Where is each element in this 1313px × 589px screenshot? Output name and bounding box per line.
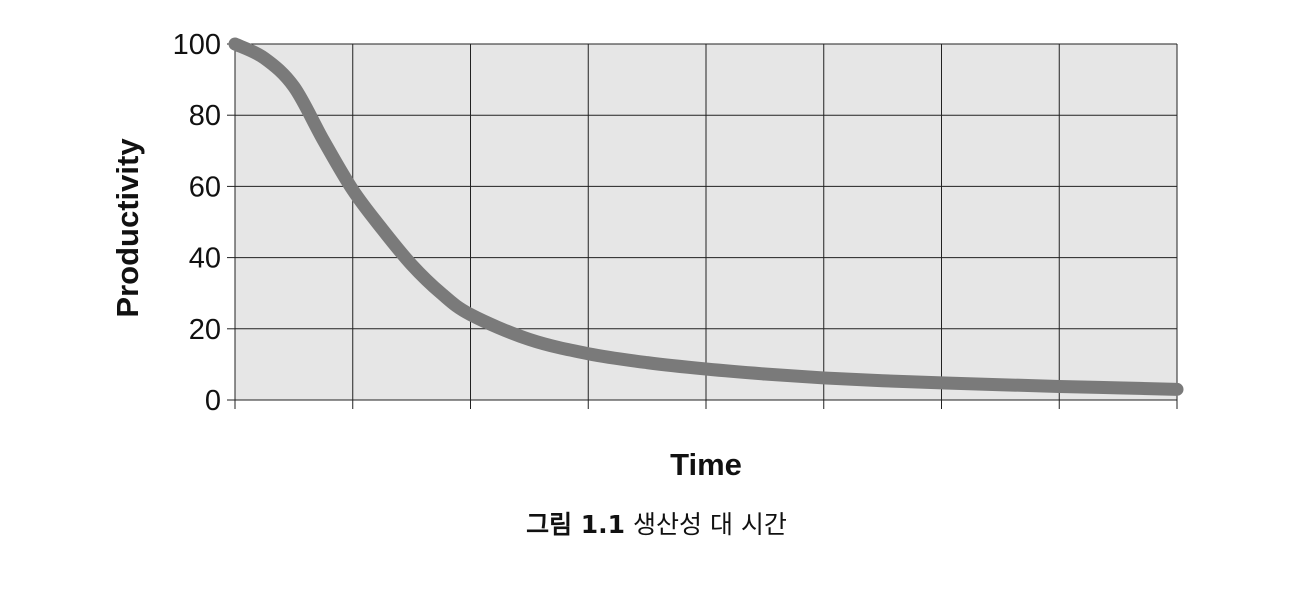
x-axis-label: Time xyxy=(670,447,742,482)
caption-text: 생산성 대 시간 xyxy=(633,510,787,539)
series-line xyxy=(228,37,1184,396)
y-tick-label: 40 xyxy=(189,243,221,275)
y-tick-label: 100 xyxy=(173,29,221,61)
y-tick-label: 0 xyxy=(205,385,221,417)
grid-lines xyxy=(234,43,1178,401)
chart-svg: 0 20 40 60 80 100 Productivity Time xyxy=(110,29,1184,482)
y-axis-label: Productivity xyxy=(110,138,145,318)
figure-caption: 그림 1.1 생산성 대 시간 xyxy=(0,505,1313,541)
y-tick-label: 20 xyxy=(189,314,221,346)
y-tick-label: 60 xyxy=(189,171,221,203)
y-tick-label: 80 xyxy=(189,100,221,132)
y-tick-labels: 0 20 40 60 80 100 xyxy=(173,29,235,417)
x-ticks xyxy=(234,400,1178,409)
caption-prefix: 그림 1.1 xyxy=(526,510,626,539)
